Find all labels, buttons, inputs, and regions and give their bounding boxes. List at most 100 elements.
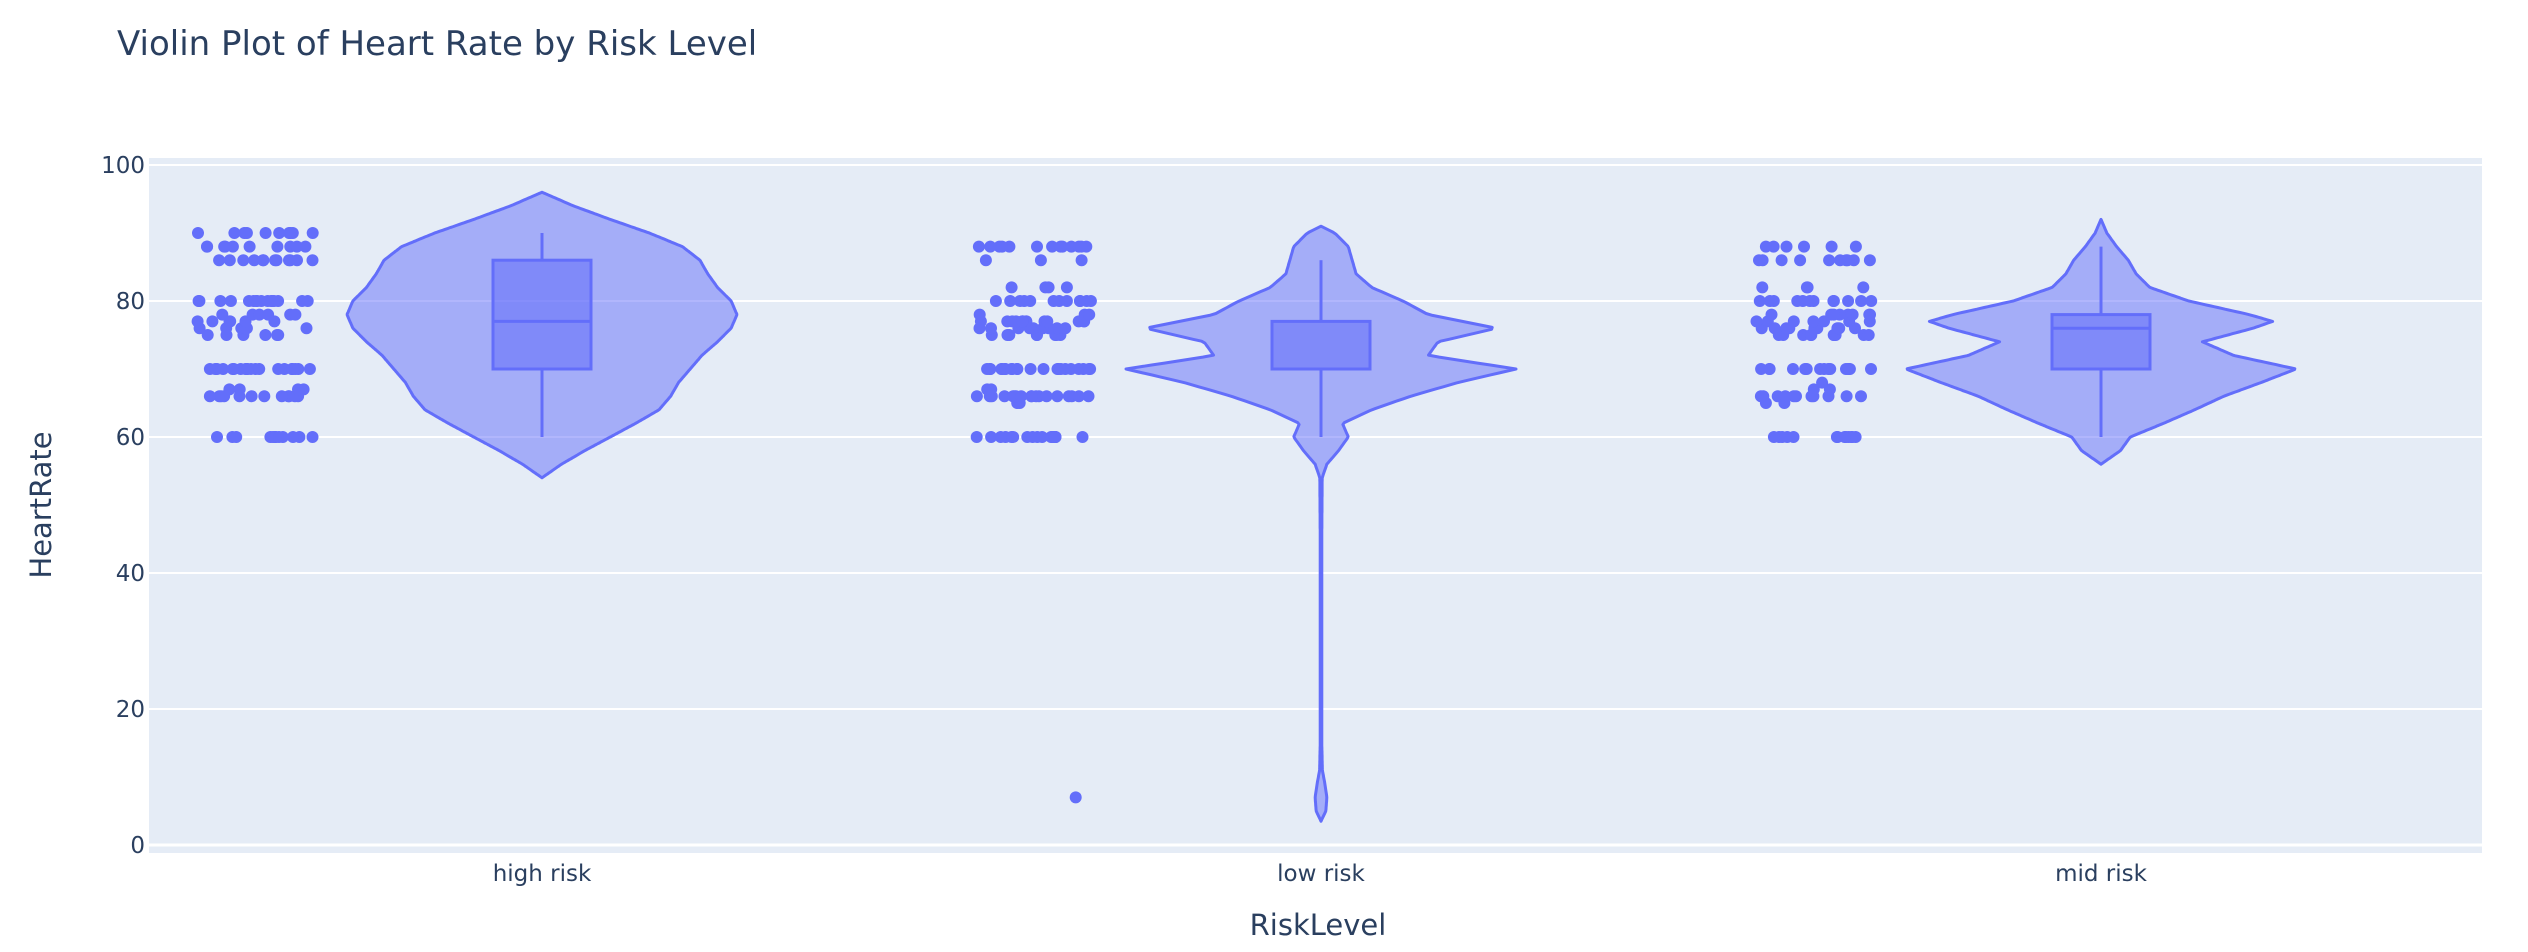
data-point (981, 363, 994, 375)
data-point (1054, 240, 1067, 253)
data-point (1049, 431, 1062, 443)
data-point (217, 363, 230, 375)
data-point (218, 240, 231, 253)
data-point (271, 240, 284, 253)
data-point (291, 254, 303, 267)
data-point (1863, 254, 1876, 267)
y-tick-label: 20 (116, 697, 145, 723)
data-point (259, 329, 272, 341)
data-point (1857, 281, 1870, 294)
data-point (214, 295, 227, 307)
data-point (1041, 315, 1054, 328)
data-point (201, 329, 214, 341)
data-point (245, 390, 258, 403)
y-tick-label: 100 (101, 153, 145, 179)
chart-title: Violin Plot of Heart Rate by Risk Level (117, 24, 757, 64)
data-point (1787, 431, 1800, 443)
data-point (1051, 390, 1064, 403)
data-point (287, 431, 299, 443)
data-point (269, 254, 282, 267)
data-point (1833, 322, 1846, 335)
data-point (228, 227, 241, 239)
data-point (1855, 295, 1868, 307)
data-point (1763, 363, 1776, 375)
data-point (272, 329, 285, 341)
data-point (1865, 295, 1878, 307)
data-point (230, 431, 243, 443)
data-point (1047, 295, 1060, 307)
data-point (1060, 295, 1073, 307)
data-point (203, 363, 216, 375)
data-point (1025, 390, 1038, 403)
data-point (1842, 363, 1855, 375)
data-point (233, 383, 246, 396)
box-iqr (1270, 319, 1372, 371)
points-group (1750, 240, 1878, 443)
data-point (1036, 431, 1049, 443)
data-point (211, 431, 223, 443)
data-point (290, 240, 303, 253)
data-point (1062, 390, 1075, 403)
data-point (1046, 240, 1059, 253)
data-point (253, 363, 266, 375)
points-group (191, 227, 319, 443)
data-point (1767, 431, 1780, 443)
y-axis-title: HeartRate (24, 431, 58, 578)
data-point (1005, 281, 1018, 294)
data-point (972, 240, 985, 253)
data-point (1037, 363, 1050, 375)
data-point (283, 227, 296, 239)
data-point (973, 308, 986, 321)
data-point (1750, 315, 1763, 328)
data-point (243, 240, 256, 253)
data-point (1838, 431, 1851, 443)
data-point (306, 227, 319, 239)
data-point (970, 431, 983, 443)
data-point (223, 254, 236, 267)
data-point (224, 295, 237, 307)
data-point (1040, 390, 1053, 403)
data-point (1849, 240, 1862, 253)
data-point (1807, 315, 1820, 328)
data-point (996, 240, 1008, 253)
data-point (201, 240, 214, 253)
data-point (192, 227, 204, 239)
data-point (1073, 295, 1086, 307)
data-point (276, 431, 289, 443)
data-point (192, 295, 205, 307)
data-point (1024, 363, 1037, 375)
y-tick-label: 80 (116, 289, 145, 315)
data-point (1807, 383, 1820, 396)
y-tick-label: 0 (130, 833, 145, 859)
data-point (1755, 363, 1768, 375)
x-tick-label: high risk (493, 861, 592, 887)
data-point (191, 315, 204, 328)
data-point (1834, 254, 1847, 267)
data-point (1024, 295, 1037, 307)
data-point (998, 390, 1011, 403)
data-point (1076, 431, 1089, 443)
violin-group-high-risk (191, 190, 739, 480)
data-point (1825, 240, 1838, 253)
data-point (248, 254, 261, 267)
data-point (1765, 308, 1778, 321)
data-point (1083, 308, 1096, 321)
data-point (1799, 363, 1812, 375)
data-point (237, 254, 250, 267)
data-point (1007, 431, 1020, 443)
data-point (300, 322, 313, 335)
data-point (1756, 281, 1769, 294)
data-point (984, 240, 997, 253)
data-point (1864, 308, 1876, 321)
data-point (257, 254, 270, 267)
data-point (1042, 281, 1055, 294)
data-point (1059, 322, 1072, 335)
data-point (979, 254, 992, 267)
data-point (296, 295, 309, 307)
data-point (1842, 295, 1855, 307)
data-point (1753, 295, 1766, 307)
data-point (985, 431, 998, 443)
data-point (985, 322, 997, 335)
data-point (1051, 322, 1063, 335)
data-point (1823, 254, 1836, 267)
